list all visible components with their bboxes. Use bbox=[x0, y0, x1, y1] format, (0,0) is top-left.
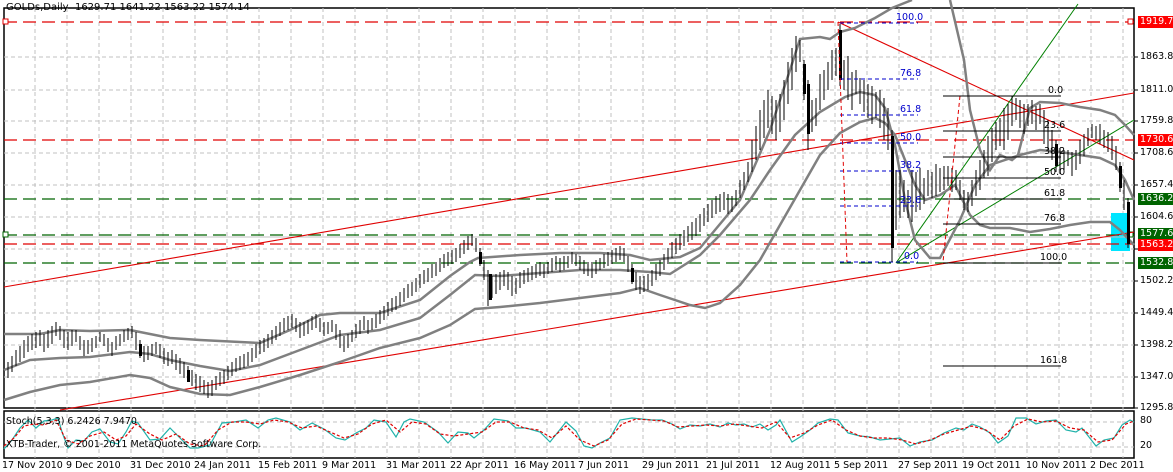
grid bbox=[4, 8, 1134, 458]
price-tag-1563[interactable]: 1563.22 bbox=[1138, 239, 1173, 251]
date-label: 19 Oct 2011 bbox=[962, 460, 1021, 471]
date-label: 17 Nov 2010 bbox=[2, 460, 63, 471]
price-tick: 1449.40 bbox=[1140, 307, 1173, 318]
date-label: 24 Jan 2011 bbox=[194, 460, 251, 471]
date-label: 21 Jul 2011 bbox=[706, 460, 760, 471]
fib-blue[interactable] bbox=[840, 22, 918, 263]
price-tag-1577[interactable]: 1577.66 bbox=[1138, 228, 1173, 240]
date-label: 29 Jun 2011 bbox=[642, 460, 700, 471]
price-tick: 1657.40 bbox=[1140, 179, 1173, 190]
price-tick: 1863.80 bbox=[1140, 51, 1173, 62]
stochastic-lines bbox=[3, 417, 1135, 450]
stoch-level-80: 80 bbox=[1140, 415, 1153, 426]
price-axis-ticks bbox=[1134, 56, 1138, 409]
price-tick: 1502.20 bbox=[1140, 275, 1173, 286]
price-tick: 1708.60 bbox=[1140, 147, 1173, 158]
fib-blue-label: 23.6 bbox=[900, 195, 922, 206]
date-label: 10 Nov 2011 bbox=[1026, 460, 1087, 471]
fib-time-lines[interactable] bbox=[837, 21, 961, 263]
fib-black-label: 0.0 bbox=[1048, 85, 1064, 96]
fib-blue-label: 76.8 bbox=[900, 68, 922, 79]
fib-black[interactable] bbox=[891, 95, 1061, 367]
level-anchor-1919-right[interactable] bbox=[1127, 18, 1134, 25]
main-chart-frame bbox=[3, 7, 1135, 409]
stoch-indicator-label: Stoch(5,3,3) 6.2426 7.9470 bbox=[6, 416, 137, 427]
date-label: 16 May 2011 bbox=[514, 460, 576, 471]
price-tag-1730[interactable]: 1730.66 bbox=[1138, 134, 1173, 146]
level-anchor-1577[interactable] bbox=[2, 231, 9, 238]
fib-black-label: 61.8 bbox=[1044, 188, 1066, 199]
date-label: 31 Dec 2010 bbox=[130, 460, 191, 471]
fib-black-label: 38.2 bbox=[1044, 146, 1066, 157]
date-label: 2 Dec 2011 bbox=[1090, 460, 1145, 471]
chart-header: GOLDs,Daily 1629.71 1641.22 1563.22 1574… bbox=[6, 2, 250, 13]
date-label: 22 Apr 2011 bbox=[450, 460, 509, 471]
fib-blue-label: 100.0 bbox=[896, 12, 924, 23]
stoch-level-20: 20 bbox=[1140, 440, 1153, 451]
price-tick: 1295.80 bbox=[1140, 402, 1173, 413]
date-label: 5 Sep 2011 bbox=[834, 460, 889, 471]
trendlines-green[interactable] bbox=[895, 3, 1135, 264]
price-tick: 1759.80 bbox=[1140, 115, 1173, 126]
date-label: 9 Mar 2011 bbox=[322, 460, 377, 471]
price-tag-1919[interactable]: 1919.71 bbox=[1138, 16, 1173, 28]
price-tick: 1347.00 bbox=[1140, 371, 1173, 382]
fib-black-label: 50.0 bbox=[1044, 167, 1066, 178]
price-tick: 1604.60 bbox=[1140, 211, 1173, 222]
price-tag-1636[interactable]: 1636.27 bbox=[1138, 193, 1173, 205]
copyright-text: XTB-Trader, © 2001-2011 MetaQuotes Softw… bbox=[6, 439, 262, 450]
date-label: 7 Jun 2011 bbox=[578, 460, 630, 471]
price-tick: 1811.00 bbox=[1140, 84, 1173, 95]
stoch-panel-frame bbox=[3, 410, 1135, 459]
fib-black-label: 100.0 bbox=[1040, 252, 1068, 263]
fib-blue-label: 38.2 bbox=[900, 160, 922, 171]
fib-blue-label: 0.0 bbox=[904, 251, 920, 262]
symbol-period: GOLDs,Daily bbox=[6, 2, 69, 13]
fib-black-label: 76.8 bbox=[1044, 213, 1066, 224]
date-label: 31 Mar 2011 bbox=[386, 460, 447, 471]
fib-blue-label: 61.8 bbox=[900, 104, 922, 115]
fib-black-label: 23.6 bbox=[1044, 120, 1066, 131]
date-label: 9 Dec 2010 bbox=[66, 460, 121, 471]
price-tag-1532[interactable]: 1532.85 bbox=[1138, 257, 1173, 269]
date-label: 15 Feb 2011 bbox=[258, 460, 318, 471]
trendlines-red[interactable] bbox=[3, 21, 1135, 411]
level-anchor-1919[interactable] bbox=[2, 18, 9, 25]
ohlc-values: 1629.71 1641.22 1563.22 1574.14 bbox=[74, 2, 250, 13]
fib-black-label: 161.8 bbox=[1040, 355, 1068, 366]
date-label: 27 Sep 2011 bbox=[898, 460, 959, 471]
price-tick: 1398.20 bbox=[1140, 339, 1173, 350]
fib-blue-label: 50.0 bbox=[900, 132, 922, 143]
date-label: 12 Aug 2011 bbox=[770, 460, 831, 471]
